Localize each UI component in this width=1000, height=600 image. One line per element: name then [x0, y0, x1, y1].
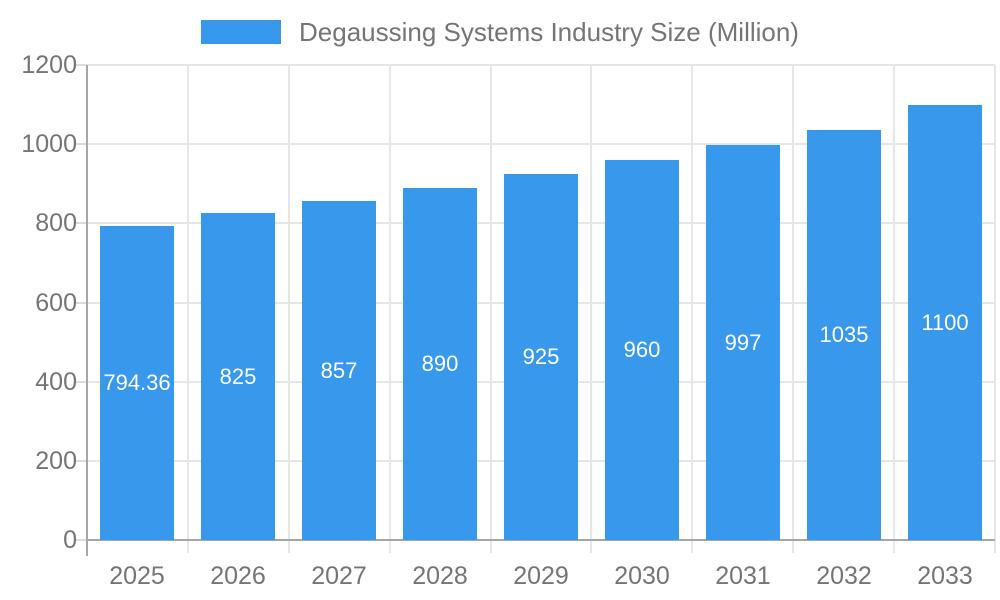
- y-axis-label: 1000: [21, 130, 77, 158]
- y-tick: [75, 539, 87, 541]
- x-gridline: [590, 65, 592, 553]
- y-axis-label: 1200: [21, 51, 77, 79]
- x-axis-label: 2026: [210, 562, 266, 590]
- x-gridline: [288, 65, 290, 553]
- x-gridline: [792, 65, 794, 553]
- y-gridline: [87, 143, 995, 145]
- y-axis-label: 400: [35, 368, 77, 396]
- x-axis-label: 2030: [614, 562, 670, 590]
- y-tick: [75, 222, 87, 224]
- legend-label[interactable]: Degaussing Systems Industry Size (Millio…: [299, 17, 799, 47]
- x-axis-label: 2028: [412, 562, 468, 590]
- x-axis-label: 2032: [816, 562, 872, 590]
- x-axis-label: 2027: [311, 562, 367, 590]
- bar-value-label: 825: [219, 363, 257, 389]
- y-axis-label: 200: [35, 447, 77, 475]
- x-gridline: [691, 65, 693, 553]
- x-gridline: [389, 65, 391, 553]
- bar-2031[interactable]: 997: [706, 145, 780, 540]
- bar-2029[interactable]: 925: [504, 174, 578, 540]
- bar-2025[interactable]: 794.36: [100, 226, 174, 540]
- y-tick: [75, 64, 87, 66]
- y-gridline: [87, 64, 995, 66]
- x-axis-label: 2029: [513, 562, 569, 590]
- bar-value-label: 997: [724, 329, 762, 355]
- y-tick: [75, 143, 87, 145]
- x-gridline: [490, 65, 492, 553]
- y-tick: [75, 302, 87, 304]
- y-axis-label: 800: [35, 209, 77, 237]
- bar-2032[interactable]: 1035: [807, 130, 881, 540]
- bar-value-label: 960: [623, 337, 661, 362]
- x-gridline: [994, 65, 996, 553]
- x-axis-label: 2031: [715, 562, 771, 590]
- x-gridline: [187, 65, 189, 553]
- bar-2026[interactable]: 825: [201, 213, 275, 540]
- y-tick: [75, 460, 87, 462]
- bar-2033[interactable]: 1100: [908, 105, 982, 540]
- bar-value-label: 925: [522, 344, 560, 369]
- bar-value-label: 1100: [921, 309, 969, 335]
- x-axis-label: 2025: [109, 562, 165, 590]
- legend-swatch[interactable]: [201, 20, 282, 44]
- x-axis-line: [86, 539, 995, 541]
- x-axis-label: 2033: [917, 562, 973, 590]
- y-axis-label: 0: [63, 526, 77, 554]
- bar-value-label: 857: [320, 357, 358, 383]
- bar-value-label: 1035: [819, 322, 869, 347]
- bar-2030[interactable]: 960: [605, 160, 679, 540]
- bar-value-label: 890: [421, 351, 459, 376]
- bar-2028[interactable]: 890: [403, 188, 477, 540]
- y-axis-label: 600: [35, 289, 77, 317]
- legend: Degaussing Systems Industry Size (Millio…: [0, 18, 1000, 46]
- y-axis-line: [86, 65, 88, 556]
- x-gridline: [893, 65, 895, 553]
- bar-value-label: 794.36: [103, 370, 171, 395]
- bar-2027[interactable]: 857: [302, 201, 376, 540]
- y-tick: [75, 381, 87, 383]
